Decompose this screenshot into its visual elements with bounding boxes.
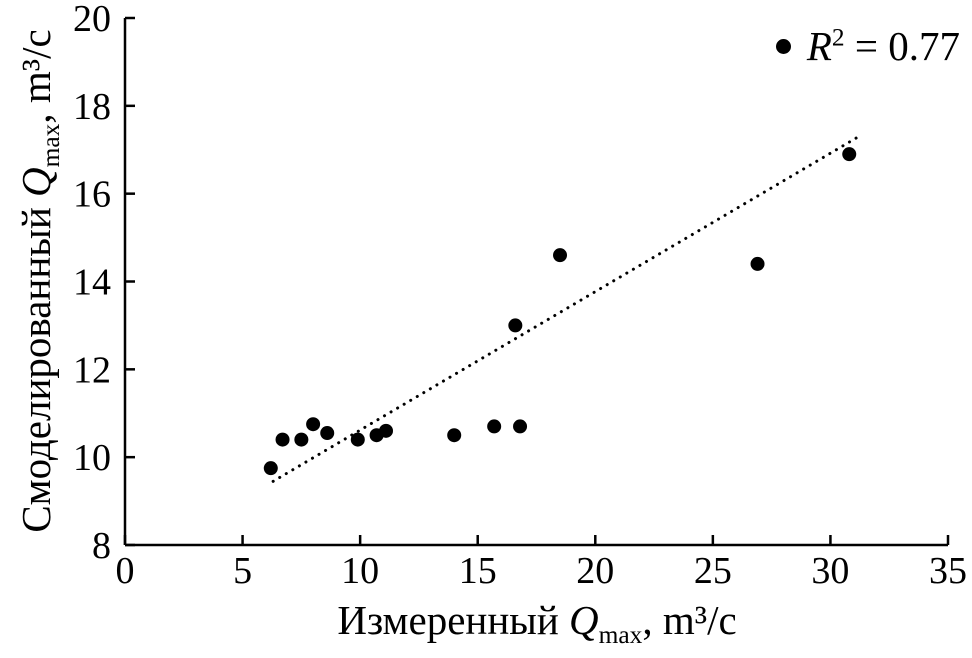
y-tick-label: 12: [73, 349, 111, 391]
y-tick-label: 14: [73, 262, 111, 304]
legend-label: R2 = 0.77: [807, 22, 960, 70]
y-tick-label: 18: [73, 86, 111, 128]
data-point: [379, 423, 394, 438]
trend-line: [271, 135, 861, 483]
data-point: [306, 417, 321, 432]
x-axis-q-symbol: Q: [569, 597, 599, 643]
data-point: [487, 419, 502, 434]
data-point: [553, 248, 568, 263]
data-point: [750, 256, 765, 271]
data-point: [842, 147, 857, 162]
data-point: [263, 461, 278, 476]
data-point: [275, 432, 290, 447]
data-point: [350, 432, 365, 447]
y-axis-q-subscript: max: [37, 123, 66, 168]
x-tick-label: 15: [459, 550, 497, 592]
x-tick-label: 5: [233, 550, 252, 592]
y-tick-label: 10: [73, 437, 111, 479]
legend-r-symbol: R: [806, 23, 832, 69]
legend: R2 = 0.77: [775, 22, 960, 70]
x-tick-label: 35: [929, 550, 967, 592]
y-tick-label: 20: [73, 0, 111, 40]
legend-value: = 0.77: [844, 23, 960, 69]
data-point: [508, 318, 523, 333]
y-axis-unit: , m³/c: [13, 29, 59, 124]
x-axis-label-text: Измеренный: [337, 597, 570, 643]
x-axis-unit: , m³/c: [642, 597, 737, 643]
x-tick-label: 20: [576, 550, 614, 592]
y-axis-q-symbol: Q: [13, 167, 59, 197]
data-point: [320, 426, 335, 441]
y-axis-label: Смоделированный Qmax, m³/c: [12, 29, 65, 533]
data-point: [513, 419, 528, 434]
y-tick-label: 16: [73, 174, 111, 216]
x-tick-label: 25: [694, 550, 732, 592]
data-point: [294, 432, 309, 447]
data-point: [447, 428, 462, 443]
x-tick-label: 0: [116, 550, 135, 592]
legend-r-superscript: 2: [831, 23, 845, 52]
x-axis-label: Измеренный Qmax, m³/c: [337, 596, 737, 648]
y-tick-label: 8: [92, 525, 111, 567]
x-axis-q-subscript: max: [598, 621, 643, 650]
legend-marker-icon: [775, 38, 791, 54]
x-tick-label: 30: [811, 550, 849, 592]
y-axis-label-text: Смоделированный: [13, 196, 59, 533]
x-tick-label: 10: [341, 550, 379, 592]
